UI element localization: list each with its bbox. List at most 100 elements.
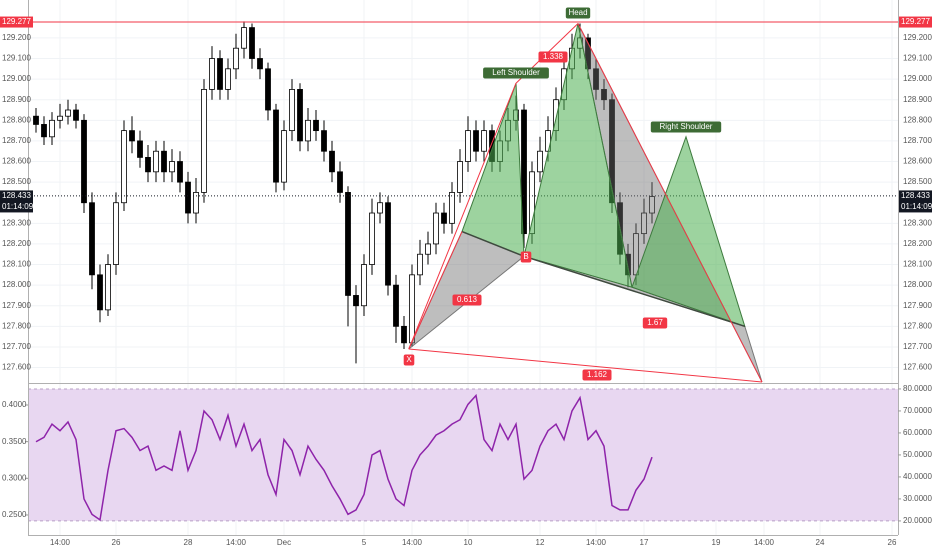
x-tick-label: 14:00	[50, 538, 71, 547]
y-tick-label-right: 129.200	[903, 33, 932, 42]
y-tick-label-right: 127.700	[903, 342, 932, 351]
candle-body	[481, 130, 487, 152]
candle-body	[465, 130, 471, 162]
price-label-box	[899, 16, 932, 28]
candle-body	[641, 212, 647, 235]
y3-tick-label: 0.3500	[2, 437, 27, 446]
pattern-label: 1.338	[543, 52, 564, 61]
pattern-label-box	[642, 317, 668, 329]
x-tick-label: 14:00	[754, 538, 775, 547]
indicator-panel	[28, 388, 898, 522]
x-tick-label: 5	[362, 538, 367, 547]
candle-body	[321, 130, 327, 152]
candle-body	[161, 150, 167, 173]
candle-body	[537, 150, 543, 173]
candle-body	[441, 212, 447, 224]
candle-body	[417, 253, 423, 276]
pattern-label: 1.67	[647, 318, 663, 327]
candle-body	[393, 284, 399, 327]
x-tick-label: 10	[464, 538, 473, 547]
y-tick-label: 127.600	[2, 363, 31, 372]
y2-tick-label: 60.0000	[903, 428, 932, 437]
y2-tick-label: 50.0000	[903, 450, 932, 459]
pattern-label-box	[650, 121, 722, 133]
y-tick-label-right: 128.000	[903, 280, 932, 289]
candle-body	[345, 192, 351, 296]
candle-body	[353, 295, 359, 307]
candle-body	[433, 212, 439, 245]
y-tick-label-right: 128.900	[903, 95, 932, 104]
y-tick-label: 129.000	[2, 74, 31, 83]
candle-body	[593, 68, 599, 90]
y3-tick-label: 0.4000	[2, 400, 27, 409]
y-tick-label-right: 127.600	[903, 363, 932, 372]
y-tick-label-right: 128.600	[903, 157, 932, 166]
y-tick-label-right: 128.800	[903, 115, 932, 124]
candle-body	[377, 202, 383, 214]
price-panel	[28, 21, 898, 383]
x-tick-label: 26	[112, 538, 121, 547]
price-label: 129.277	[901, 17, 930, 26]
pattern-label-box	[582, 369, 612, 381]
candle-body	[65, 109, 71, 117]
y-tick-label: 127.900	[2, 301, 31, 310]
candle-body	[297, 89, 303, 142]
ratio-line	[408, 231, 463, 350]
candle-body	[233, 47, 239, 70]
candle-body	[305, 119, 311, 142]
candle-body	[41, 124, 47, 138]
candle-body	[89, 202, 95, 276]
pattern-label-box	[403, 354, 415, 366]
y-tick-label-right: 128.300	[903, 218, 932, 227]
y-tick-label: 128.300	[2, 218, 31, 227]
candle-body	[209, 58, 215, 90]
candle-body	[329, 150, 335, 173]
y2-tick-label: 20.0000	[903, 516, 932, 525]
pattern-green	[523, 23, 633, 288]
candle-body	[137, 140, 143, 158]
candle-body	[521, 109, 527, 235]
y-tick-label: 129.200	[2, 33, 31, 42]
pattern-label-box	[538, 51, 568, 63]
pattern-label-box	[452, 294, 482, 306]
candle-body	[169, 161, 175, 173]
pattern-label: X	[406, 355, 412, 364]
candle-body	[97, 274, 103, 311]
candle-body	[241, 27, 247, 49]
candle-body	[113, 202, 119, 265]
candle-body	[185, 181, 191, 214]
candle-body	[201, 89, 207, 193]
y-tick-label: 128.200	[2, 239, 31, 248]
candle-body	[457, 161, 463, 193]
candle-body	[289, 89, 295, 132]
x-tick-label: 28	[184, 538, 193, 547]
candle-body	[361, 264, 367, 307]
candle-body	[449, 192, 455, 224]
pattern-label: 1.162	[587, 370, 608, 379]
candle-body	[145, 157, 151, 173]
x-tick-label: Dec	[277, 538, 291, 547]
candle-body	[57, 115, 63, 121]
y2-tick-label: 80.0000	[903, 384, 932, 393]
x-tick-label: 14:00	[226, 538, 247, 547]
candle-body	[265, 68, 271, 111]
x-tick-label: 12	[536, 538, 545, 547]
y3-tick-label: 0.3000	[2, 473, 27, 482]
y-tick-label: 129.100	[2, 54, 31, 63]
x-tick-label: 14:00	[586, 538, 607, 547]
candle-body	[313, 119, 319, 132]
candle-body	[177, 161, 183, 183]
y-tick-label: 128.000	[2, 280, 31, 289]
candle-body	[401, 325, 407, 344]
ratio-line	[577, 23, 763, 383]
candle-body	[385, 202, 391, 286]
price-label: 128.433	[901, 191, 930, 200]
pattern-green	[631, 135, 746, 328]
candle-body	[81, 119, 87, 204]
price-label-box	[899, 190, 932, 213]
y-tick-label-right: 128.100	[903, 260, 932, 269]
ratio-line	[408, 83, 517, 350]
price-label-box	[0, 190, 33, 213]
y-tick-label-right: 129.100	[903, 54, 932, 63]
